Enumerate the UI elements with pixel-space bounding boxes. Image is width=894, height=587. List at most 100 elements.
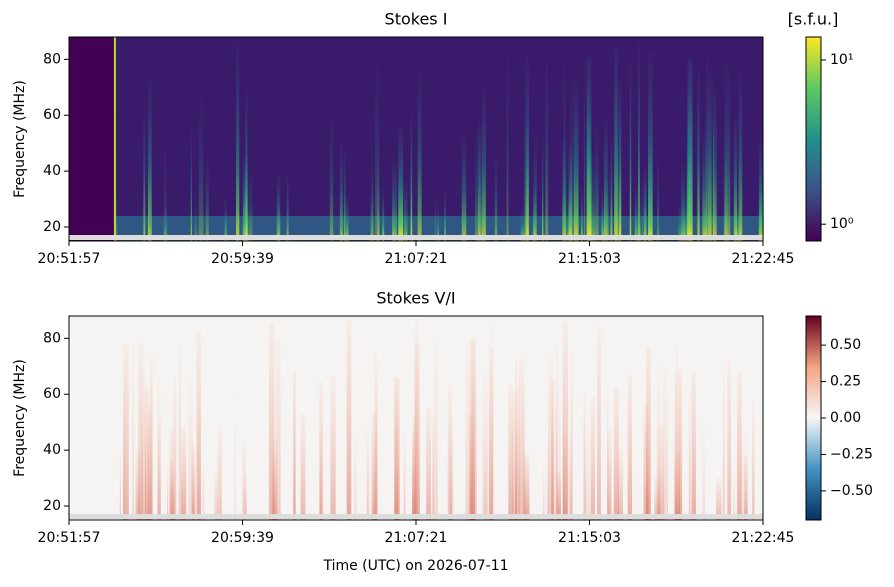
image-burst	[188, 378, 194, 520]
image-burst	[135, 451, 141, 520]
image-burst	[330, 376, 336, 520]
image-burst	[417, 70, 422, 241]
image-burst	[478, 122, 483, 241]
colorbar-label: [s.f.u.]	[788, 10, 839, 29]
x-tick-label: 21:15:03	[558, 251, 621, 267]
image-burst	[248, 169, 253, 241]
image-burst	[242, 205, 246, 241]
image-burst	[275, 339, 281, 520]
colorbar-tick-label: 10¹	[830, 52, 853, 68]
image-burst	[610, 137, 613, 241]
image-burst	[515, 361, 518, 520]
image-burst	[522, 386, 527, 520]
image-burst	[732, 468, 735, 520]
image-burst	[545, 50, 549, 241]
colorbar-tick-label: 0.00	[830, 410, 861, 426]
image-burst	[518, 372, 520, 520]
plot-area	[68, 315, 764, 521]
image-burst	[724, 59, 730, 241]
image-burst	[657, 424, 664, 520]
image-burst	[132, 342, 134, 520]
image-burst	[568, 433, 573, 520]
colorbar-tick-label: 0.25	[830, 374, 861, 390]
image-burst	[585, 424, 591, 520]
image-burst	[224, 197, 227, 241]
image-burst	[166, 192, 168, 241]
image-burst	[370, 178, 374, 241]
image-burst	[597, 326, 601, 520]
image-burst	[708, 71, 712, 241]
y-tick-label: 20	[43, 219, 61, 235]
image-burst	[164, 140, 167, 241]
image-burst	[180, 429, 187, 520]
image-burst	[394, 377, 400, 520]
colorbar	[805, 315, 822, 521]
x-tick-label: 20:59:39	[211, 251, 274, 267]
image-burst	[157, 421, 161, 520]
image-burst	[678, 368, 683, 520]
image-burst	[627, 374, 633, 520]
image-burst	[604, 116, 608, 241]
y-tick-label: 40	[43, 163, 61, 179]
image-burst	[432, 416, 435, 520]
image-burst	[702, 131, 707, 241]
image-burst	[339, 140, 343, 241]
image-burst	[523, 454, 530, 520]
image-burst	[353, 428, 357, 520]
image-burst	[217, 423, 223, 520]
plot-title: Stokes I	[385, 10, 448, 29]
image-burst	[268, 322, 275, 520]
image-burst	[691, 370, 696, 520]
image-burst	[506, 46, 509, 242]
image-burst	[683, 190, 686, 241]
image-burst	[722, 366, 725, 520]
image-burst	[447, 382, 452, 520]
image-burst	[119, 444, 121, 520]
image-burst	[744, 454, 748, 520]
image-burst	[641, 169, 647, 241]
image-burst	[727, 359, 732, 520]
plot-area	[68, 36, 765, 242]
image-burst	[715, 478, 722, 520]
x-tick-label: 21:07:21	[385, 251, 448, 267]
image-burst	[758, 175, 763, 241]
image-burst	[195, 201, 197, 241]
x-tick-label: 20:59:39	[211, 530, 274, 546]
image-burst	[178, 342, 181, 520]
image-burst	[474, 127, 480, 241]
image-burst	[728, 89, 731, 241]
image-burst	[272, 452, 276, 520]
image-gap	[69, 514, 763, 519]
image-burst	[673, 372, 680, 520]
image-quiet	[69, 37, 114, 241]
image-burst	[403, 434, 406, 520]
image-burst	[465, 345, 469, 520]
image-burst	[562, 321, 569, 520]
image-burst	[173, 375, 177, 520]
image-burst	[426, 407, 431, 520]
image-burst	[343, 151, 346, 241]
image-burst	[667, 391, 669, 520]
image-burst	[201, 460, 205, 520]
x-tick-label: 21:07:21	[385, 530, 448, 546]
image-burst	[590, 395, 595, 520]
image-burst	[752, 401, 755, 520]
image-burst	[144, 386, 150, 520]
image-burst	[293, 371, 296, 520]
image-burst	[163, 210, 167, 241]
image-burst	[149, 203, 151, 241]
image-burst	[697, 67, 700, 241]
image-burst	[276, 172, 281, 241]
y-tick-label: 20	[43, 498, 61, 514]
image-burst	[686, 141, 689, 241]
image-background	[69, 37, 763, 241]
image-burst	[329, 118, 334, 241]
image-burst	[551, 379, 555, 520]
image-burst	[738, 71, 743, 241]
image-burst	[236, 42, 240, 242]
image-burst	[546, 443, 549, 520]
image-burst	[634, 181, 637, 241]
colorbar-tick-label: 10⁰	[830, 216, 854, 232]
image-burst	[392, 159, 397, 241]
